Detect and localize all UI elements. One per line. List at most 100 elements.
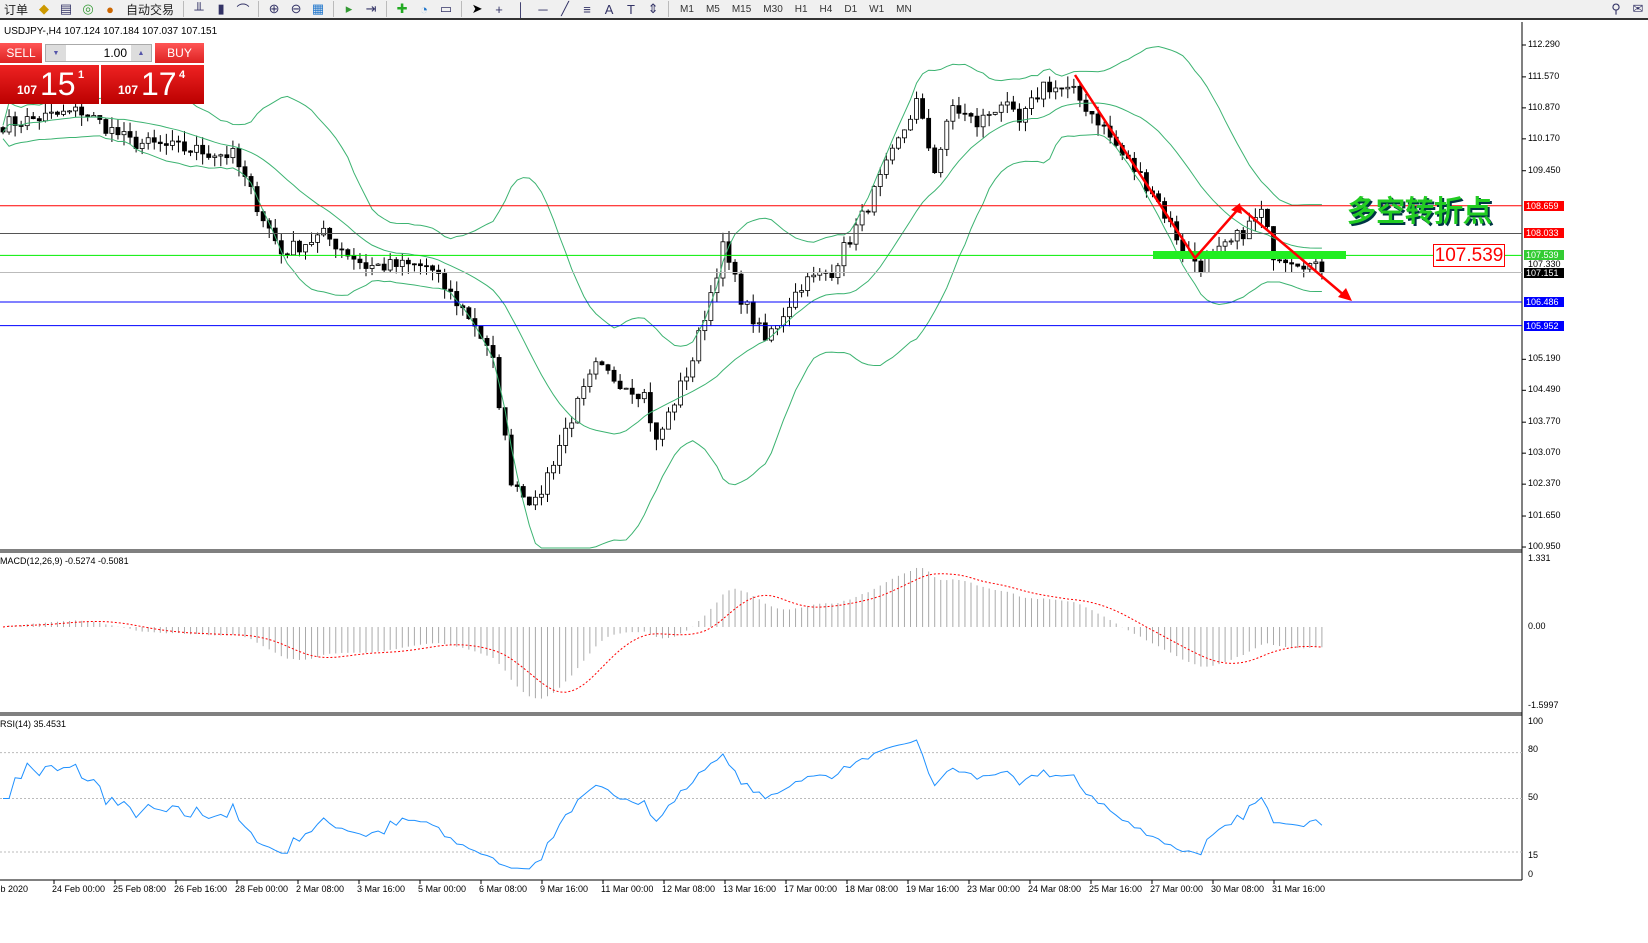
buy-price-prefix: 107 [118, 83, 139, 97]
separator [183, 1, 185, 17]
candle-body [859, 210, 865, 226]
candle-body [708, 292, 714, 321]
price-label-box[interactable]: 107.539 [1433, 244, 1505, 267]
buy-button[interactable]: BUY [155, 43, 204, 63]
timeframe-m30[interactable]: M30 [763, 3, 783, 15]
sell-price[interactable]: 107 15 1 [0, 65, 99, 104]
candle-body [617, 380, 623, 389]
time-tick: 13 Mar 16:00 [723, 884, 777, 894]
price-level-tag: 105.952 [1524, 320, 1564, 331]
candlestick-icon[interactable]: ▮ [217, 1, 225, 16]
time-tick: 6 Mar 08:00 [479, 884, 528, 894]
timeframe-h1[interactable]: H1 [794, 3, 808, 15]
timeframe-d1[interactable]: D1 [844, 3, 858, 15]
candle-body [968, 113, 974, 117]
candle-body [375, 263, 381, 266]
candle-body [1240, 230, 1246, 240]
autoscroll-icon[interactable]: ▸ [345, 1, 353, 16]
candle-body [411, 263, 417, 266]
profiles-icon[interactable]: ◆ [39, 1, 50, 16]
time-tick: 25 Feb 08:00 [113, 884, 167, 894]
vertical-line-icon[interactable]: │ [516, 1, 526, 17]
candle-body [315, 234, 321, 243]
auto-trading-button[interactable]: 自动交易 [126, 2, 175, 17]
crosshair-icon[interactable]: + [495, 1, 503, 17]
price-tick: 100.950 [1528, 541, 1561, 552]
timeframe-m1[interactable]: M1 [680, 3, 694, 15]
candle-body [678, 380, 683, 406]
text-label-icon[interactable]: T [627, 1, 635, 17]
sell-button[interactable]: SELL [0, 43, 42, 63]
chat-icon[interactable]: ✉ [1632, 1, 1644, 16]
add-indicator-icon[interactable]: ✚ [396, 1, 408, 16]
time-tick: 31 Mar 16:00 [1272, 884, 1326, 894]
new-order-button[interactable]: 订单 [4, 2, 29, 17]
arrows-icon[interactable]: ⇕ [647, 1, 659, 16]
signals-icon[interactable]: ◎ [82, 1, 94, 16]
timeframe-w1[interactable]: W1 [869, 3, 885, 15]
annotation-text[interactable]: 多空转折点 [1347, 194, 1493, 228]
candles [0, 76, 1325, 511]
candle-body [732, 261, 738, 275]
candle-body [272, 227, 278, 242]
timeframe-h4[interactable]: H4 [819, 3, 833, 15]
candle-body [672, 404, 677, 413]
candle-body [1041, 81, 1046, 100]
macd-tick: 0.00 [1528, 621, 1546, 631]
lot-increase-icon[interactable]: ▲ [131, 45, 151, 61]
tile-windows-icon[interactable]: ▦ [311, 1, 325, 16]
candle-body [539, 493, 544, 498]
timeframe-m15[interactable]: M15 [731, 3, 752, 15]
candle-body [877, 174, 883, 187]
chart-canvas[interactable] [0, 22, 1648, 943]
candle-body [871, 186, 877, 213]
bollinger-middle-band [2, 102, 1322, 435]
timeframe-mn[interactable]: MN [896, 3, 912, 15]
lot-size-stepper[interactable]: ▼ 1.00 ▲ [45, 44, 152, 62]
candle-body [611, 369, 617, 382]
candle-body [926, 117, 932, 149]
trendline-icon[interactable]: ╱ [561, 1, 569, 16]
templates-icon[interactable]: ▭ [439, 1, 453, 16]
line-chart-icon[interactable]: ⌒ [236, 2, 250, 18]
fibonacci-icon[interactable]: ≡ [583, 1, 591, 17]
candle-body [393, 259, 399, 267]
timeframe-m5[interactable]: M5 [705, 3, 720, 15]
candle-body [980, 114, 986, 128]
candle-body [1017, 108, 1022, 123]
candle-body [647, 392, 653, 424]
bollinger-lower-band [2, 133, 1322, 549]
lot-size-input[interactable]: 1.00 [103, 46, 127, 60]
candle-body [581, 386, 587, 399]
period-icon[interactable]: ◔ [420, 1, 428, 17]
candle-body [85, 114, 91, 118]
horizontal-line-icon[interactable]: ─ [538, 1, 548, 17]
chart-shift-icon[interactable]: ⇥ [365, 1, 377, 16]
rsi-line [3, 739, 1323, 870]
bar-chart-icon[interactable]: ╨ [194, 1, 204, 17]
zoom-out-icon[interactable]: ⊖ [290, 1, 302, 16]
candle-body [121, 131, 127, 136]
candle-body [309, 241, 314, 245]
candle-body [992, 111, 998, 115]
zoom-in-icon[interactable]: ⊕ [268, 1, 280, 16]
candle-body [363, 262, 369, 269]
candle-body [73, 106, 78, 112]
candle-body [799, 290, 804, 293]
cursor-icon[interactable]: ➤ [471, 1, 483, 16]
sell-price-fraction: 1 [78, 69, 85, 81]
buy-price[interactable]: 107 17 4 [101, 65, 204, 104]
lot-decrease-icon[interactable]: ▼ [46, 45, 66, 61]
candle-body [835, 265, 841, 278]
candle-body [623, 387, 629, 390]
candle-body [290, 240, 296, 256]
text-icon[interactable]: A [604, 1, 614, 17]
candle-body [49, 111, 54, 114]
candle-body [551, 464, 556, 474]
candle-body [750, 301, 756, 325]
auto-trading-icon[interactable]: ● [106, 1, 114, 17]
candle-body [182, 141, 187, 152]
candle-body [684, 376, 690, 382]
navigator-icon[interactable]: ▤ [59, 1, 73, 16]
search-icon[interactable]: ⚲ [1611, 1, 1621, 16]
